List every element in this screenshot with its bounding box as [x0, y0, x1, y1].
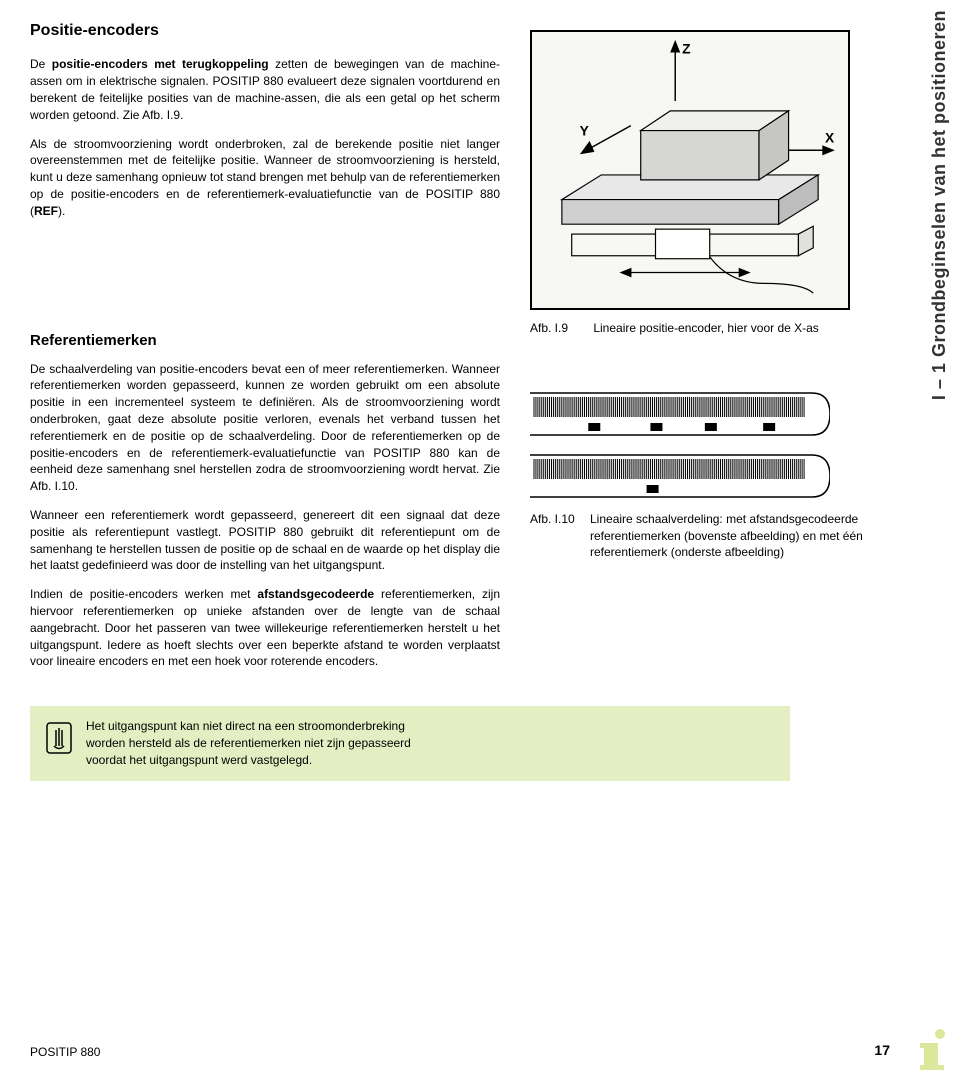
scale-bottom-svg	[530, 449, 830, 503]
scale-bottom	[530, 449, 830, 503]
figure-i10-caption: Afb. I.10 Lineaire schaalverdeling: met …	[530, 511, 930, 561]
para-refmarks-2: Wanneer een referentiemerk wordt gepasse…	[30, 507, 500, 574]
figure-label: Afb. I.9	[530, 320, 590, 337]
figure-i9-svg: Z Y X	[532, 32, 848, 308]
note-icon	[44, 720, 74, 761]
axis-y-label: Y	[580, 124, 589, 139]
para-refmarks-3: Indien de positie-encoders werken met af…	[30, 586, 500, 670]
figure-label: Afb. I.10	[530, 511, 590, 561]
footer-page-number: 17	[874, 1041, 890, 1061]
section-title-encoders: Positie-encoders	[30, 20, 500, 42]
text-bold: REF	[34, 204, 58, 218]
note-text: Het uitgangspunt kan niet direct na een …	[86, 718, 446, 768]
text: Indien de positie-encoders werken met	[30, 587, 257, 601]
figure-i10	[530, 387, 850, 503]
footer-product: POSITIP 880	[30, 1044, 100, 1061]
para-encoders-1: De positie-encoders met terugkoppeling z…	[30, 56, 500, 123]
side-tab: I – 1 Grondbeginselen van het positioner…	[927, 10, 952, 400]
para-refmarks-1: De schaalverdeling van positie-encoders …	[30, 361, 500, 495]
text: De	[30, 57, 52, 71]
scale-top	[530, 387, 830, 441]
axis-z-label: Z	[682, 42, 691, 57]
page-footer: POSITIP 880 17	[30, 1041, 930, 1061]
scale-top-svg	[530, 387, 830, 441]
note-box: Het uitgangspunt kan niet direct na een …	[30, 706, 790, 780]
figure-i9-caption: Afb. I.9 Lineaire positie-encoder, hier …	[530, 320, 930, 337]
para-encoders-2: Als de stroomvoorziening wordt onderbrok…	[30, 136, 500, 220]
text-bold: positie-encoders met terugkoppeling	[52, 57, 269, 71]
axis-x-label: X	[825, 130, 835, 145]
section-title-refmarks: Referentiemerken	[30, 330, 500, 351]
text: Als de stroomvoorziening wordt onderbrok…	[30, 137, 500, 218]
text: ).	[58, 204, 65, 218]
info-icon	[916, 1027, 950, 1071]
figure-i9: Z Y X	[530, 30, 850, 310]
figure-caption-text: Lineaire positie-encoder, hier voor de X…	[593, 321, 818, 335]
figure-caption-text: Lineaire schaalverdeling: met afstandsge…	[590, 511, 930, 561]
text-bold: afstandsgecodeerde	[257, 587, 374, 601]
